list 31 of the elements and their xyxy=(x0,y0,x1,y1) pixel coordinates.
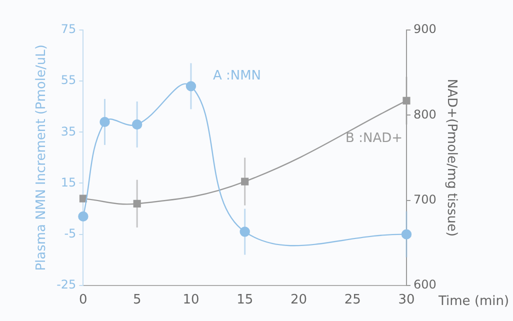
x-tick-label: 0 xyxy=(79,292,88,308)
y-tick-label: 35 xyxy=(60,124,76,138)
y-axis-title: Plasma NMN Increment (Pmole/uL) xyxy=(34,44,50,271)
y-tick-label: 75 xyxy=(60,22,76,36)
series-label: B :NAD+ xyxy=(346,131,402,146)
point xyxy=(78,211,88,222)
x-tick-label: 25 xyxy=(344,292,361,308)
point xyxy=(240,226,250,237)
point xyxy=(100,116,110,128)
x-tick-label: 10 xyxy=(182,292,200,308)
y2-tick-label: 600 xyxy=(413,278,436,292)
y-tick-label: 15 xyxy=(60,175,76,190)
x-tick-label: 5 xyxy=(132,292,142,308)
point xyxy=(186,81,196,92)
point xyxy=(241,178,249,186)
y2-tick-label: 900 xyxy=(413,22,436,36)
x-tick-label: 20 xyxy=(290,292,308,308)
y2-tick-label: 800 xyxy=(413,107,436,122)
y-tick-label: 55 xyxy=(60,73,76,88)
series-label: A :NMN xyxy=(212,68,262,84)
y-tick-label: -5 xyxy=(64,226,76,240)
point xyxy=(401,229,412,240)
x-tick-label: 30 xyxy=(398,292,415,308)
point xyxy=(132,119,142,130)
y2-axis-title: NAD+(Pmole/mg tissue) xyxy=(444,78,459,237)
x-axis-title: Time (min) xyxy=(437,294,510,309)
y2-tick-label: 700 xyxy=(413,192,436,206)
y-tick-label: -25 xyxy=(56,278,76,292)
x-tick-label: 15 xyxy=(236,292,254,308)
point xyxy=(402,96,410,104)
point xyxy=(133,200,141,208)
